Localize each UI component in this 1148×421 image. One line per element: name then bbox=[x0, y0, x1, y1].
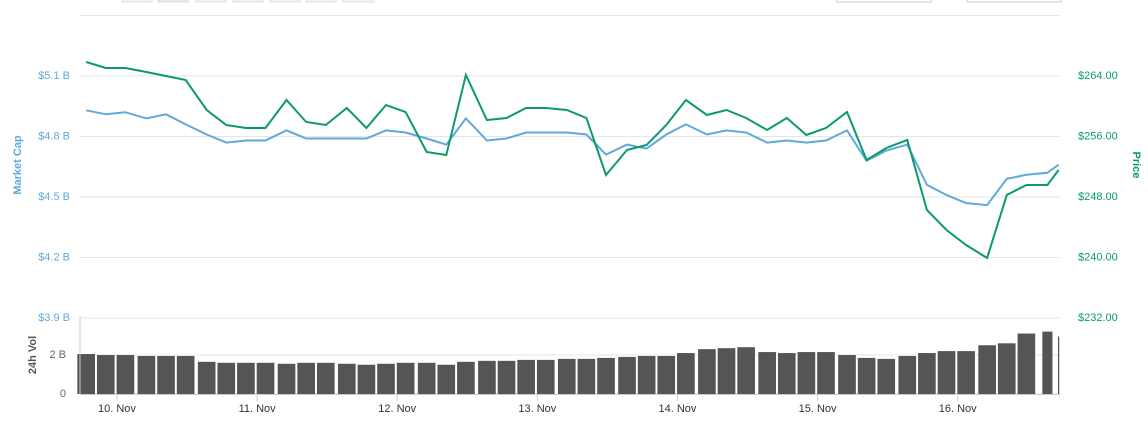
range-button bbox=[195, 0, 227, 3]
x-tick-label: 10. Nov bbox=[98, 403, 136, 415]
volume-bar bbox=[517, 359, 535, 394]
date-input bbox=[836, 0, 932, 3]
y2-axis-title: Price bbox=[1130, 152, 1142, 179]
volume-bar bbox=[577, 358, 596, 394]
y2-tick-label: $248.00 bbox=[1078, 191, 1118, 203]
volume-tick-label: 0 bbox=[60, 388, 66, 400]
y-axis-title: Market Cap bbox=[12, 135, 24, 195]
volume-bar bbox=[357, 364, 376, 394]
volume-bar bbox=[657, 355, 676, 394]
range-button bbox=[232, 0, 264, 3]
volume-bar bbox=[1042, 331, 1053, 394]
volume-bar bbox=[478, 360, 496, 394]
volume-bar bbox=[997, 343, 1016, 394]
volume-bar bbox=[497, 360, 516, 394]
top-controls bbox=[121, 0, 1062, 3]
y-tick-label: $3.9 B bbox=[38, 312, 70, 324]
x-tick-label: 12. Nov bbox=[378, 403, 416, 415]
volume-bar bbox=[698, 349, 716, 394]
volume-bar bbox=[898, 355, 917, 394]
volume-bar bbox=[157, 355, 175, 394]
x-tick-label: 15. Nov bbox=[799, 403, 837, 415]
volume-bar bbox=[937, 351, 956, 394]
volume-bar bbox=[877, 358, 896, 394]
volume-bar bbox=[176, 355, 195, 394]
x-tick-label: 13. Nov bbox=[518, 403, 556, 415]
y-tick-label: $4.2 B bbox=[38, 251, 70, 263]
volume-tick-label: 2 B bbox=[49, 349, 66, 361]
y2-tick-label: $256.00 bbox=[1078, 130, 1118, 142]
y2-tick-label: $240.00 bbox=[1078, 251, 1118, 263]
volume-bar bbox=[256, 362, 275, 394]
range-button bbox=[157, 0, 189, 3]
volume-bar bbox=[637, 355, 656, 394]
volume-bar bbox=[618, 356, 636, 394]
volume-bar bbox=[197, 361, 216, 394]
y-tick-label: $4.8 B bbox=[38, 130, 70, 142]
series-line bbox=[85, 61, 1060, 260]
volume-bar bbox=[396, 362, 415, 394]
x-tick-label: 11. Nov bbox=[239, 403, 277, 415]
volume-bar bbox=[417, 362, 436, 394]
volume-bar bbox=[677, 353, 695, 394]
volume-bar bbox=[96, 355, 115, 394]
range-button bbox=[342, 0, 374, 3]
volume-bar bbox=[1017, 333, 1036, 394]
volume-bar bbox=[857, 357, 876, 394]
volume-bar bbox=[457, 361, 475, 394]
y-tick-label: $5.1 B bbox=[38, 70, 70, 82]
volume-bar bbox=[737, 347, 755, 394]
volume-bar bbox=[777, 353, 796, 394]
series-line bbox=[86, 109, 1060, 207]
range-button bbox=[121, 0, 153, 3]
volume-bar bbox=[316, 362, 335, 394]
volume-axis-title: 24h Vol bbox=[27, 336, 39, 374]
x-tick-label: 14. Nov bbox=[659, 403, 697, 415]
volume-bar bbox=[717, 348, 736, 394]
volume-bar bbox=[237, 362, 255, 394]
volume-bar bbox=[536, 359, 555, 394]
volume-bar bbox=[116, 355, 135, 394]
y2-tick-label: $232.00 bbox=[1078, 312, 1118, 324]
volume-bar bbox=[957, 351, 975, 394]
volume-bar bbox=[217, 362, 236, 394]
y2-tick-label: $264.00 bbox=[1078, 70, 1118, 82]
volume-bar bbox=[918, 353, 936, 394]
volume-bar bbox=[77, 354, 95, 394]
x-tick-label: 16. Nov bbox=[939, 403, 977, 415]
volume-bar bbox=[978, 345, 996, 394]
range-button bbox=[269, 0, 301, 3]
volume-bar bbox=[838, 355, 856, 394]
volume-bar bbox=[437, 364, 456, 394]
date-input bbox=[966, 0, 1062, 3]
volume-bar bbox=[297, 362, 315, 394]
volume-bar bbox=[597, 357, 615, 394]
volume-bar bbox=[817, 352, 835, 394]
volume-bar bbox=[1057, 336, 1060, 394]
volume-bar bbox=[137, 355, 156, 394]
volume-bar bbox=[758, 352, 776, 394]
volume-bar bbox=[337, 363, 356, 394]
volume-bar bbox=[797, 352, 816, 394]
y-tick-label: $4.5 B bbox=[38, 191, 70, 203]
volume-bar bbox=[557, 358, 576, 394]
volume-bar bbox=[377, 363, 395, 394]
range-button bbox=[305, 0, 337, 3]
volume-bar bbox=[277, 363, 296, 394]
